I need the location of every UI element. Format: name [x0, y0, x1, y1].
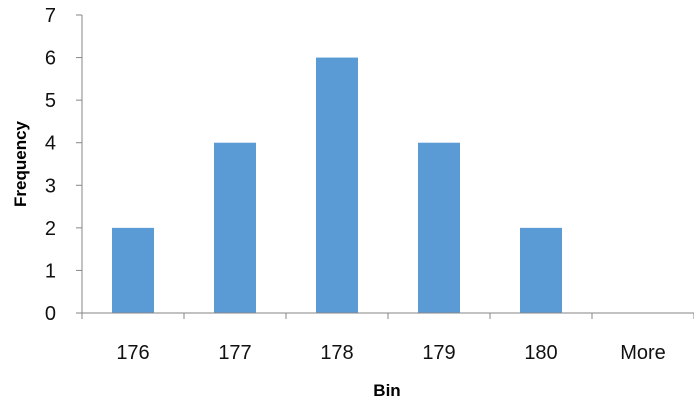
y-axis-title: Frequency — [11, 120, 30, 207]
bar-178 — [316, 57, 358, 314]
x-tick-label: 176 — [116, 342, 149, 364]
y-axis-ticks: 0 1 2 3 4 5 6 7 — [45, 5, 82, 325]
y-tick-label: 4 — [45, 133, 56, 155]
y-tick-label: 5 — [45, 90, 56, 112]
x-tick-label: 179 — [422, 342, 455, 364]
bar-176 — [112, 227, 154, 313]
bar-179 — [418, 142, 460, 313]
x-tick-label: 180 — [524, 342, 557, 364]
bars — [112, 57, 562, 314]
bar-177 — [214, 142, 256, 313]
y-tick-label: 7 — [45, 5, 56, 27]
y-tick-label: 6 — [45, 48, 56, 70]
bar-180 — [520, 227, 562, 313]
x-axis-ticks: 176 177 178 179 180 More — [81, 313, 694, 364]
y-tick-label: 0 — [45, 303, 56, 325]
y-tick-label: 2 — [45, 218, 56, 240]
x-tick-label: 178 — [320, 342, 353, 364]
x-tick-label: 177 — [218, 342, 251, 364]
x-tick-label: More — [620, 342, 666, 364]
y-tick-label: 1 — [45, 260, 56, 282]
y-tick-label: 3 — [45, 175, 56, 197]
x-axis-title: Bin — [373, 381, 400, 400]
